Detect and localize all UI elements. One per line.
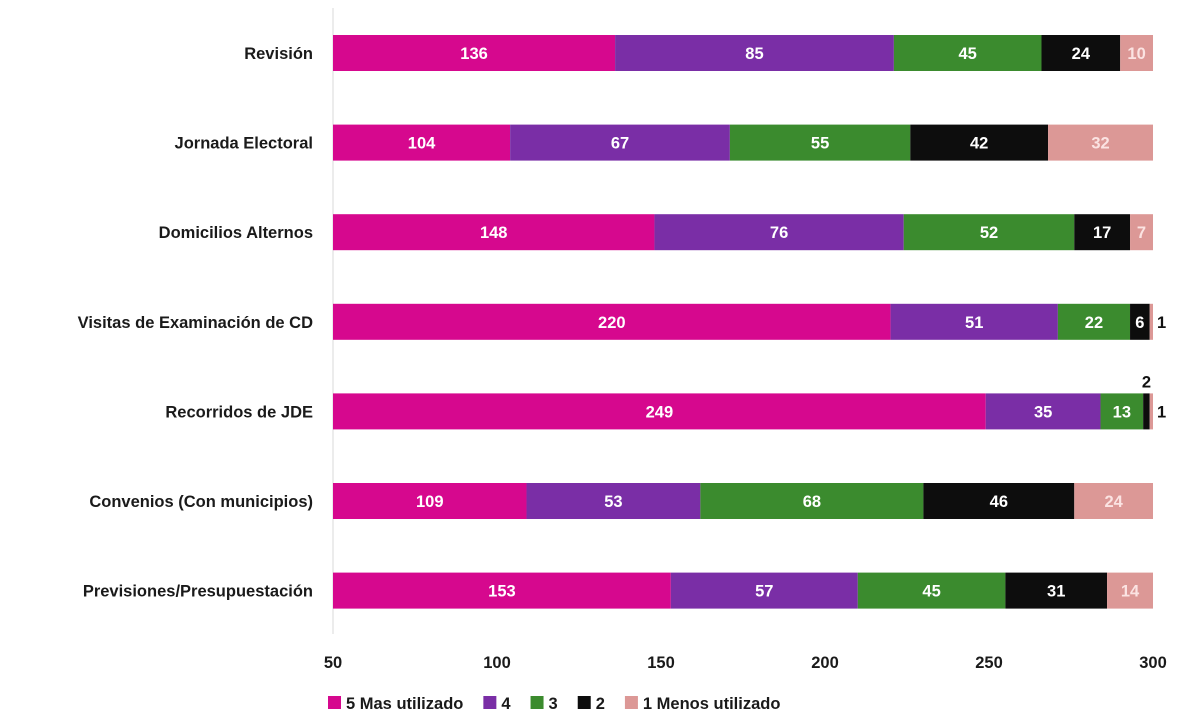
legend-label: 1 Menos utilizado xyxy=(643,695,781,713)
x-tick-label: 250 xyxy=(975,654,1003,672)
data-label: 67 xyxy=(611,135,629,153)
legend-swatch xyxy=(328,696,341,709)
bar-segment xyxy=(1057,303,1131,340)
bar-segment xyxy=(615,35,894,71)
bar-segment xyxy=(510,124,730,161)
data-label: 104 xyxy=(408,135,436,153)
category-label: Recorridos de JDE xyxy=(165,403,313,421)
bar-segment xyxy=(903,214,1075,251)
legend-label: 4 xyxy=(501,695,511,713)
bar-segment xyxy=(893,35,1042,71)
data-label: 45 xyxy=(959,45,977,63)
bar-segment xyxy=(985,393,1101,430)
x-tick-label: 150 xyxy=(647,654,675,672)
data-label: 45 xyxy=(922,583,940,601)
bar-segment xyxy=(890,303,1058,340)
bar-segment xyxy=(1100,393,1144,430)
data-label: 76 xyxy=(770,224,788,242)
bar-segment xyxy=(333,483,527,519)
x-axis-tick-labels: 50 100 150 200 250 300 xyxy=(324,654,1167,672)
data-label: 53 xyxy=(604,493,622,511)
bar-segment xyxy=(923,483,1075,519)
bar-segment xyxy=(333,214,655,251)
bar-segment xyxy=(1149,393,1153,430)
data-label: 68 xyxy=(803,493,821,511)
legend-label: 3 xyxy=(549,695,558,713)
bar-segment xyxy=(729,124,911,161)
bar-segment xyxy=(333,572,671,609)
data-label: 22 xyxy=(1085,314,1103,332)
bar-segment xyxy=(1074,214,1131,251)
legend-swatch xyxy=(483,696,497,709)
category-label: Visitas de Examinación de CD xyxy=(78,314,313,332)
bar-segment xyxy=(1005,572,1108,609)
data-label: 10 xyxy=(1127,45,1145,63)
legend-swatch xyxy=(577,696,591,709)
data-label: 85 xyxy=(745,45,763,63)
category-label: Domicilios Alternos xyxy=(159,224,313,242)
category-label: Revisión xyxy=(244,45,313,63)
bars-group xyxy=(333,35,1153,609)
data-label: 55 xyxy=(811,135,829,153)
data-label: 24 xyxy=(1104,493,1123,511)
data-label: 52 xyxy=(980,224,998,242)
bar-segment xyxy=(333,35,616,71)
data-label: 1 xyxy=(1157,314,1166,332)
legend-label: 2 xyxy=(596,695,605,713)
x-tick-label: 50 xyxy=(324,654,342,672)
bar-segment xyxy=(654,214,904,251)
x-tick-label: 200 xyxy=(811,654,839,672)
category-label: Previsiones/Presupuestación xyxy=(83,583,313,601)
bar-segment xyxy=(1120,35,1153,71)
data-label: 6 xyxy=(1135,314,1144,332)
bar-segment xyxy=(700,483,924,519)
data-label: 220 xyxy=(598,314,626,332)
bar-segment xyxy=(1048,124,1153,161)
bar-segment xyxy=(1149,303,1153,340)
bar-segment xyxy=(526,483,701,519)
data-label: 24 xyxy=(1072,45,1091,63)
data-label: 42 xyxy=(970,135,988,153)
data-label: 31 xyxy=(1047,583,1065,601)
bar-segment xyxy=(1143,393,1150,430)
data-label: 7 xyxy=(1137,224,1146,242)
data-label: 136 xyxy=(460,45,488,63)
bar-segment xyxy=(333,303,891,340)
bar-segment xyxy=(1107,572,1153,609)
bar-segment xyxy=(1041,35,1121,71)
category-label: Jornada Electoral xyxy=(175,135,313,153)
x-tick-label: 300 xyxy=(1139,654,1167,672)
data-label: 249 xyxy=(646,403,674,421)
data-label: 148 xyxy=(480,224,508,242)
bar-segment xyxy=(670,572,858,609)
data-label: 1 xyxy=(1157,403,1166,421)
bar-segment xyxy=(1130,214,1153,251)
bar-segment xyxy=(1130,303,1150,340)
legend: 5 Mas utilizado 4 3 2 1 Menos utilizado xyxy=(328,695,780,713)
category-labels-group: Revisión Jornada Electoral Domicilios Alte… xyxy=(78,45,313,601)
bar-segment xyxy=(857,572,1006,609)
legend-swatch xyxy=(624,696,638,709)
bar-segment xyxy=(333,124,511,161)
bar-segment xyxy=(1074,483,1153,519)
data-label: 46 xyxy=(990,493,1008,511)
legend-label: 5 Mas utilizado xyxy=(346,695,463,713)
legend-swatch xyxy=(530,696,544,709)
data-label: 13 xyxy=(1113,403,1131,421)
x-tick-label: 100 xyxy=(483,654,511,672)
data-label: 51 xyxy=(965,314,983,332)
data-label: 17 xyxy=(1093,224,1111,242)
data-label: 153 xyxy=(488,583,516,601)
data-label: 35 xyxy=(1034,403,1052,421)
data-label: 2 xyxy=(1142,373,1151,391)
data-label: 32 xyxy=(1091,135,1109,153)
data-label: 14 xyxy=(1121,583,1140,601)
bar-segment xyxy=(333,393,986,430)
data-label: 109 xyxy=(416,493,444,511)
category-label: Convenios (Con municipios) xyxy=(89,493,313,511)
bar-segment xyxy=(910,124,1049,161)
data-label: 57 xyxy=(755,583,773,601)
